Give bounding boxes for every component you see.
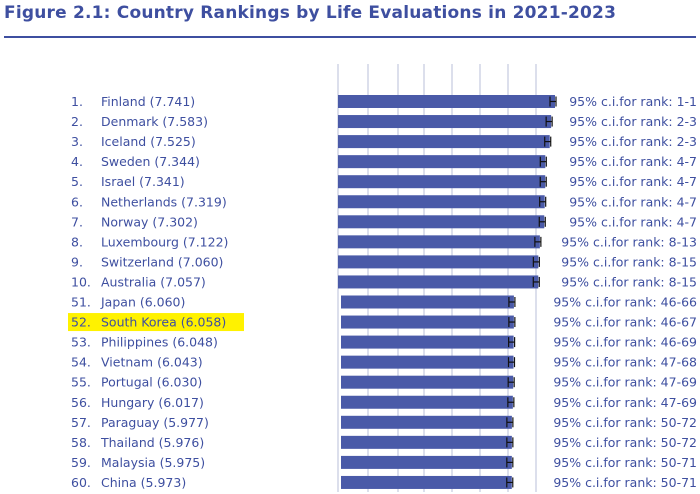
ci-label: 95% c.i.for rank: 1-1 (569, 94, 697, 109)
chart-title: Figure 2.1: Country Rankings by Life Eva… (4, 3, 617, 23)
ci-label: 95% c.i.for rank: 46-67 (553, 315, 697, 330)
ci-label: 95% c.i.for rank: 8-15 (561, 254, 697, 269)
bar (338, 175, 546, 189)
bar (341, 395, 513, 409)
rank-label: 5. (71, 174, 83, 189)
ci-label: 95% c.i.for rank: 46-69 (553, 335, 697, 350)
rank-label: 52. (71, 315, 91, 330)
bar (341, 355, 514, 369)
ci-label: 95% c.i.for rank: 47-69 (553, 375, 697, 390)
ci-label: 95% c.i.for rank: 50-71 (553, 475, 697, 490)
bar (341, 475, 512, 489)
ci-label: 95% c.i.for rank: 8-13 (561, 234, 697, 249)
bar (338, 195, 545, 209)
country-label: Luxembourg (7.122) (101, 234, 228, 249)
bar (338, 95, 555, 108)
rank-label: 7. (71, 214, 83, 229)
rank-label: 54. (71, 355, 91, 370)
bar (341, 295, 514, 309)
rank-label: 53. (71, 335, 91, 350)
bar (341, 335, 514, 349)
country-label: Netherlands (7.319) (101, 194, 227, 209)
bar (338, 235, 540, 249)
bar (338, 135, 550, 149)
bar (338, 115, 552, 129)
ci-label: 95% c.i.for rank: 47-69 (553, 395, 697, 410)
country-label: South Korea (6.058) (101, 315, 226, 330)
country-label: Malaysia (5.975) (101, 455, 205, 470)
rank-label: 60. (71, 475, 91, 490)
bar (341, 315, 514, 329)
ci-label: 95% c.i.for rank: 4-7 (569, 154, 697, 169)
ci-label: 95% c.i.for rank: 4-7 (569, 194, 697, 209)
bar (341, 375, 514, 389)
rank-label: 4. (71, 154, 83, 169)
ci-label: 95% c.i.for rank: 4-7 (569, 214, 697, 229)
country-label: Japan (6.060) (100, 295, 185, 310)
country-label: China (5.973) (101, 475, 186, 490)
rank-label: 10. (71, 274, 91, 289)
rank-label: 51. (71, 295, 91, 310)
rank-label: 55. (71, 375, 91, 390)
rank-label: 3. (71, 134, 83, 149)
country-label: Finland (7.741) (101, 94, 195, 109)
bar (338, 215, 545, 229)
country-label: Australia (7.057) (101, 274, 206, 289)
ci-label: 95% c.i.for rank: 50-71 (553, 455, 697, 470)
title-rule (4, 36, 696, 38)
rank-label: 2. (71, 114, 83, 129)
country-label: Thailand (5.976) (100, 435, 204, 450)
ci-label: 95% c.i.for rank: 50-72 (553, 415, 697, 430)
country-label: Vietnam (6.043) (101, 355, 203, 370)
ci-label: 95% c.i.for rank: 46-66 (553, 295, 697, 310)
country-label: Paraguay (5.977) (101, 415, 209, 430)
ci-label: 95% c.i.for rank: 8-15 (561, 274, 697, 289)
country-label: Norway (7.302) (101, 214, 198, 229)
bar (341, 415, 512, 429)
rank-label: 59. (71, 455, 91, 470)
bar (341, 435, 512, 449)
country-label: Sweden (7.344) (101, 154, 200, 169)
country-label: Israel (7.341) (101, 174, 185, 189)
rank-label: 1. (71, 94, 83, 109)
rank-label: 57. (71, 415, 91, 430)
ci-label: 95% c.i.for rank: 2-3 (569, 134, 697, 149)
ci-label: 95% c.i.for rank: 4-7 (569, 174, 697, 189)
bar (341, 455, 512, 469)
rank-label: 9. (71, 254, 83, 269)
rank-label: 58. (71, 435, 91, 450)
country-label: Philippines (6.048) (101, 335, 218, 350)
country-label: Portugal (6.030) (101, 375, 202, 390)
ci-label: 95% c.i.for rank: 2-3 (569, 114, 697, 129)
country-label: Switzerland (7.060) (101, 254, 223, 269)
ci-label: 95% c.i.for rank: 50-72 (553, 435, 697, 450)
country-label: Denmark (7.583) (101, 114, 208, 129)
bar (338, 255, 539, 269)
country-label: Iceland (7.525) (101, 134, 196, 149)
rank-label: 8. (71, 234, 83, 249)
rank-label: 6. (71, 194, 83, 209)
bar (338, 155, 546, 169)
bar (338, 275, 539, 289)
highlight-south-korea (68, 313, 244, 332)
country-label: Hungary (6.017) (101, 395, 204, 410)
ci-label: 95% c.i.for rank: 47-68 (553, 355, 697, 370)
rank-label: 56. (71, 395, 91, 410)
